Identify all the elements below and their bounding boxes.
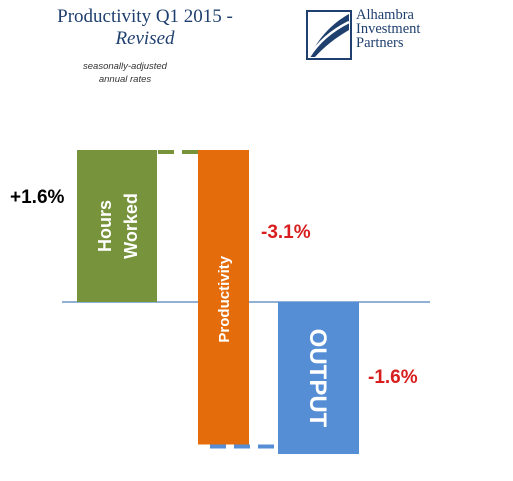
value-label-hours-worked: +1.6% [10, 187, 65, 208]
bar-output [278, 302, 359, 454]
bar-hours-worked [77, 150, 157, 302]
logo-text: Alhambra Investment Partners [356, 7, 421, 51]
value-label-output: -1.6% [368, 367, 418, 388]
chart-subtitle: Revised [115, 28, 175, 49]
logo-line-2: Investment [356, 21, 421, 37]
chart-title-line: Productivity Q1 2015 - [57, 6, 233, 27]
bar-label-worked: Worked [121, 193, 141, 259]
chart-note: seasonally-adjusted annual rates [40, 60, 210, 86]
bar-productivity [198, 150, 249, 445]
alhambra-logo-icon [306, 10, 352, 60]
logo-line-1: Alhambra [356, 7, 414, 23]
note-line-1: seasonally-adjusted [83, 61, 167, 72]
bar-label-hours: Hours [95, 200, 115, 252]
bar-label-productivity: Productivity [216, 255, 233, 342]
logo-line-3: Partners [356, 35, 404, 51]
value-label-productivity: -3.1% [261, 222, 311, 243]
chart-title: Productivity Q1 2015 - Revised [0, 6, 290, 50]
bar-label-hours-worked: Hours Worked [95, 193, 141, 259]
note-line-2: annual rates [98, 74, 152, 85]
bar-label-output: OUTPUT [304, 329, 331, 428]
